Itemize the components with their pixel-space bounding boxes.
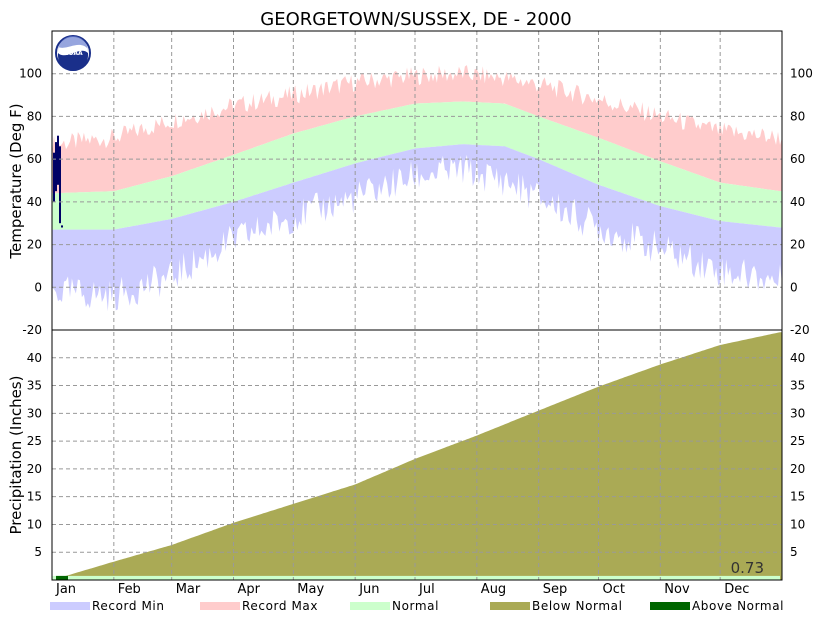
legend-swatch [490,602,530,610]
temperature-axis-label: Temperature (Deg F) [7,103,25,259]
month-label: Jun [358,582,379,597]
precipitation-tick-label-right: 15 [790,490,805,504]
precipitation-tick-label-right: 10 [790,517,805,531]
temperature-tick-label-right: -20 [790,323,810,337]
month-label: Oct [603,582,625,597]
observed-temp-bar [53,152,55,202]
precipitation-axis-label: Precipitation (Inches) [7,376,25,535]
legend-label: Record Max [242,599,318,613]
month-label: Jul [418,582,435,597]
legend-label: Record Min [92,599,165,613]
temperature-tick-label-right: 40 [790,195,805,209]
month-label: Mar [176,582,201,597]
above-normal-area [56,575,68,580]
temperature-tick-label-right: 100 [790,67,813,81]
precipitation-tick-label-right: 35 [790,379,805,393]
observed-temp-bar [57,135,59,185]
temperature-tick-label-left: 100 [19,67,42,81]
chart-title: GEORGETOWN/SUSSEX, DE - 2000 [260,9,571,30]
precipitation-tick-label-left: 10 [27,517,42,531]
temperature-tick-label-left: 0 [34,280,42,294]
observed-temp-bar [55,142,57,192]
temperature-tick-label-left: 60 [27,152,42,166]
precipitation-tick-label-left: 30 [27,406,42,420]
month-label: Sep [543,582,568,597]
precipitation-tick-label-right: 30 [790,406,805,420]
month-label: Feb [118,582,141,597]
precipitation-tick-label-left: 15 [27,490,42,504]
month-label: Aug [481,582,506,597]
noaa-logo-icon: NOAA [55,35,91,71]
month-label: Jan [55,582,76,597]
legend-label: Above Normal [692,599,784,613]
observed-temp-bar [61,225,63,228]
normal-band [52,101,782,230]
temperature-tick-label-right: 0 [790,280,798,294]
legend-label: Below Normal [532,599,623,613]
precipitation-series [52,332,782,580]
precipitation-tick-label-left: 5 [34,545,42,559]
below-normal-area [52,332,782,580]
precip-annotation: 0.73 [731,559,764,577]
noaa-logo-text: NOAA [63,50,83,57]
precipitation-tick-label-left: 25 [27,434,42,448]
legend-swatch [50,602,90,610]
temperature-tick-label-right: 80 [790,109,805,123]
precipitation-tick-label-right: 25 [790,434,805,448]
temperature-tick-label-left: -20 [22,323,42,337]
precipitation-tick-label-right: 5 [790,545,798,559]
precipitation-tick-label-left: 40 [27,351,42,365]
temperature-tick-label-left: 80 [27,109,42,123]
legend-swatch [350,602,390,610]
legend-swatch [650,602,690,610]
month-label: Nov [664,582,690,597]
month-label: Dec [724,582,749,597]
temperature-series [52,65,782,312]
record-min-band [52,144,782,312]
legend-label: Normal [392,599,439,613]
precipitation-tick-label-right: 20 [790,462,805,476]
precip-normal-strip [52,575,780,580]
month-label: May [297,582,324,597]
record-max-band [52,65,782,194]
legend: Record Min Record Max Normal Below Normal Ab… [50,599,784,613]
observed-temp-bar [59,146,61,224]
temperature-tick-label-left: 20 [27,238,42,252]
temperature-tick-label-left: 40 [27,195,42,209]
month-label: Apr [238,582,261,597]
temperature-tick-label-right: 60 [790,152,805,166]
gridlines [52,31,782,580]
precipitation-tick-label-right: 40 [790,351,805,365]
precipitation-tick-label-left: 35 [27,379,42,393]
precipitation-tick-label-left: 20 [27,462,42,476]
legend-swatch [200,602,240,610]
plot-border [51,30,783,581]
temperature-tick-label-right: 20 [790,238,805,252]
